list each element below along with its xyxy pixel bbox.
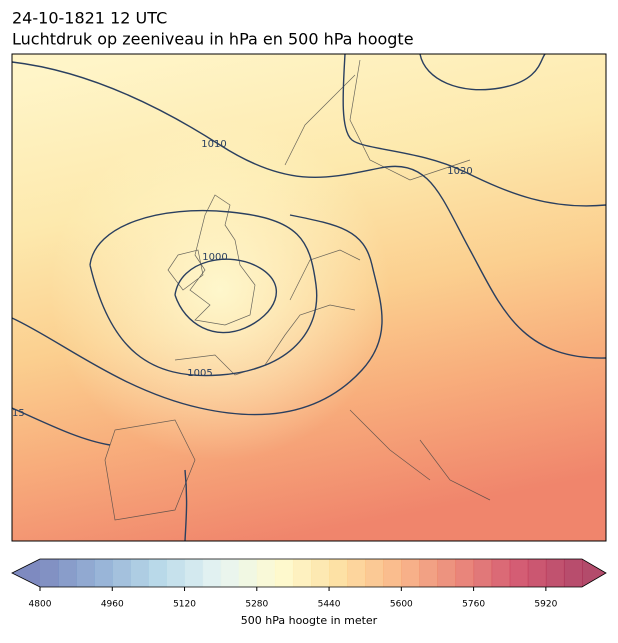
colorbar-segment — [76, 559, 95, 587]
colorbar-outline — [11, 558, 607, 588]
colorbar-tick-label: 5280 — [245, 600, 268, 610]
colorbar-segment — [292, 559, 312, 587]
colorbar-segment — [473, 559, 493, 587]
isobar — [174, 258, 278, 334]
colorbar-segment — [256, 559, 276, 587]
colorbar-segment — [184, 559, 204, 587]
colorbar-segment — [130, 559, 149, 587]
colorbar-segment — [383, 559, 402, 587]
colorbar-segment — [437, 559, 457, 587]
colorbar-tick-label: 4960 — [101, 600, 124, 610]
colorbar-segment — [365, 559, 384, 587]
colorbar-segment — [58, 559, 77, 587]
colorbar-segment — [401, 559, 420, 587]
colorbar: 4800 4960 5120 5280 5440 5600 5760 5920 — [11, 558, 607, 610]
colorbar-label: 500 hPa hoogte in meter — [241, 614, 378, 627]
isobar — [89, 209, 318, 377]
colorbar-extend-low — [12, 559, 40, 587]
isobar-label: 1015 — [0, 408, 25, 419]
colorbar-segment — [419, 559, 438, 587]
isobar — [12, 214, 383, 416]
isobar — [12, 407, 188, 541]
isobar — [12, 61, 606, 359]
colorbar-segment — [347, 559, 366, 587]
colorbar-segment — [274, 559, 294, 587]
isobar-label: 1005 — [187, 368, 212, 379]
colorbar-segment — [329, 559, 348, 587]
colorbar-segment — [40, 559, 59, 587]
colorbar-segment — [148, 559, 167, 587]
colorbar-segment — [238, 559, 258, 587]
colorbar-segment — [563, 559, 583, 587]
colorbar-segment — [112, 559, 131, 587]
colorbar-extend-high — [582, 559, 606, 587]
colorbar-segment — [311, 559, 330, 587]
map-frame — [11, 53, 607, 542]
isobar — [419, 54, 546, 91]
isobar-label: 1020 — [447, 166, 472, 177]
colorbar-segment — [94, 559, 113, 587]
colorbar-segment — [166, 559, 186, 587]
colorbar-tick-label: 4800 — [29, 600, 52, 610]
height-field-low — [12, 54, 606, 541]
isobar — [342, 54, 606, 207]
colorbar-segment — [545, 559, 565, 587]
subtitle: Luchtdruk op zeeniveau in hPa en 500 hPa… — [12, 30, 414, 49]
colorbar-segment — [509, 559, 529, 587]
isobar-label: 1010 — [201, 139, 226, 150]
isobar-label: 1000 — [202, 252, 227, 263]
coastline — [104, 59, 491, 521]
colorbar-tick-label: 5120 — [173, 600, 196, 610]
colorbar-segment — [455, 559, 475, 587]
title: 24-10-1821 12 UTC — [12, 9, 167, 28]
colorbar-tick-label: 5600 — [390, 600, 413, 610]
colorbar-tick-label: 5760 — [462, 600, 485, 610]
colorbar-segment — [491, 559, 511, 587]
colorbar-segment — [202, 559, 222, 587]
colorbar-tick-label: 5440 — [318, 600, 341, 610]
map: 1010 1020 1000 1005 1015 — [0, 54, 606, 541]
colorbar-segment — [220, 559, 240, 587]
colorbar-segment — [527, 559, 547, 587]
colorbar-tick-label: 5920 — [534, 600, 557, 610]
